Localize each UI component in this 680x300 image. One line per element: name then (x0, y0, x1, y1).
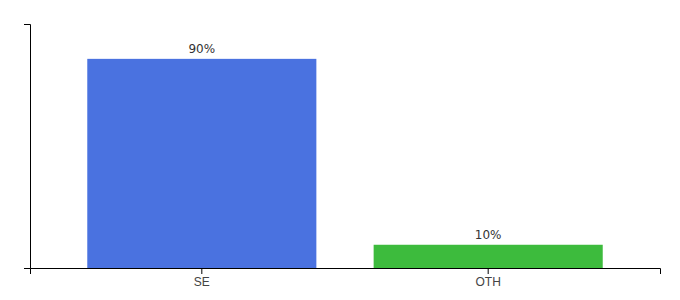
x-axis: SE OTH (31, 268, 661, 289)
bars (87, 59, 602, 268)
bar (87, 59, 316, 268)
bar (374, 245, 603, 268)
x-tick-label: OTH (476, 275, 501, 289)
y-axis-line (24, 25, 31, 269)
x-tick-mark (201, 268, 202, 274)
x-axis-line (31, 269, 661, 275)
chart: SE OTH 90% 10% (0, 0, 680, 300)
data-label: 10% (475, 228, 502, 242)
x-tick-label: SE (194, 275, 210, 289)
x-tick-mark (488, 268, 489, 274)
data-labels: 90% 10% (188, 42, 501, 242)
y-axis (24, 25, 31, 269)
x-tick: SE (194, 268, 210, 289)
x-tick: OTH (476, 268, 501, 289)
plot: SE OTH 90% 10% (24, 25, 661, 289)
data-label: 90% (188, 42, 215, 56)
